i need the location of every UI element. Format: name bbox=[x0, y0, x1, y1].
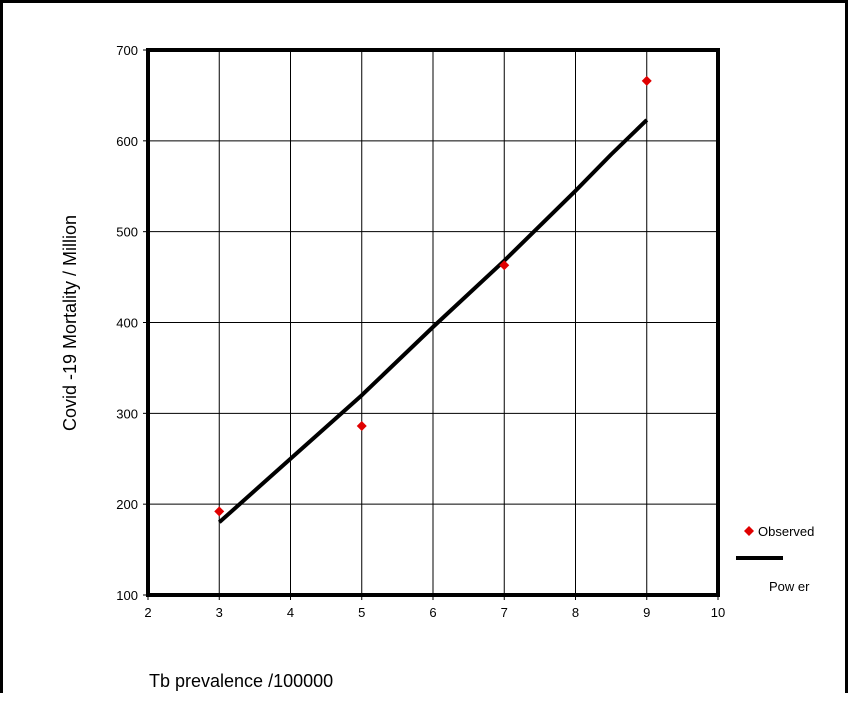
x-tick-label: 7 bbox=[501, 605, 508, 620]
y-tick-label: 100 bbox=[116, 588, 138, 603]
observed-point bbox=[499, 260, 510, 271]
observed-point bbox=[214, 506, 225, 517]
chart: 2 3 4 5 6 7 8 9 10 100 200 300 400 500 600 700 Covid -… bbox=[60, 43, 814, 691]
x-tick-label: 5 bbox=[358, 605, 365, 620]
x-tick-labels: 2 3 4 5 6 7 8 9 10 bbox=[144, 605, 725, 620]
x-tick-label: 8 bbox=[572, 605, 579, 620]
x-tick-label: 10 bbox=[711, 605, 725, 620]
legend-observed-marker bbox=[744, 526, 754, 536]
y-tick-labels: 100 200 300 400 500 600 700 bbox=[116, 43, 138, 603]
power-fit-line bbox=[217, 118, 649, 524]
plot-area-border bbox=[143, 48, 720, 600]
observed-points-layer bbox=[214, 75, 652, 517]
observed-point bbox=[641, 75, 652, 86]
observed-point bbox=[356, 421, 367, 432]
legend-observed-label: Observed bbox=[758, 524, 814, 539]
power-fit-layer bbox=[217, 118, 649, 524]
legend: Observed Pow er bbox=[736, 524, 814, 594]
y-tick-label: 500 bbox=[116, 225, 138, 240]
x-tick-label: 9 bbox=[643, 605, 650, 620]
legend-power-label: Pow er bbox=[769, 579, 810, 594]
y-tick-label: 400 bbox=[116, 316, 138, 331]
x-tick-label: 2 bbox=[144, 605, 151, 620]
grid bbox=[148, 50, 718, 595]
x-tick-label: 6 bbox=[429, 605, 436, 620]
x-axis-title: Tb prevalence /100000 bbox=[149, 671, 333, 691]
y-tick-label: 600 bbox=[116, 134, 138, 149]
y-tick-label: 700 bbox=[116, 43, 138, 58]
x-tick-label: 3 bbox=[216, 605, 223, 620]
y-axis-title: Covid -19 Mortality / Million bbox=[60, 215, 80, 431]
y-tick-label: 200 bbox=[116, 497, 138, 512]
y-tick-label: 300 bbox=[116, 406, 138, 421]
x-tick-label: 4 bbox=[287, 605, 294, 620]
